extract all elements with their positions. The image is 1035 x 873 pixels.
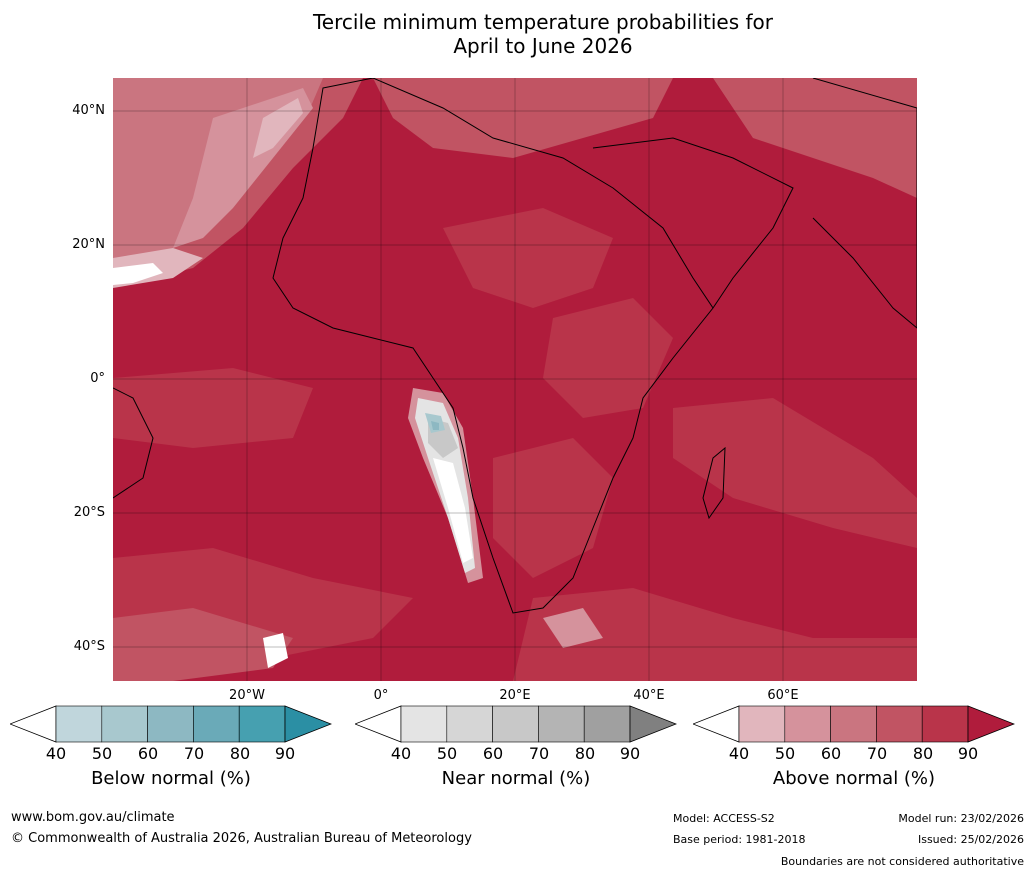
footer-website: www.bom.gov.au/climate <box>11 810 175 825</box>
colorbar-below-swatches <box>10 705 332 743</box>
colorbar-swatch <box>147 705 194 743</box>
colorbar-near-normal <box>355 705 677 743</box>
lat-label-0: 0° <box>90 371 105 386</box>
probability-map <box>112 77 918 681</box>
graticule <box>113 78 917 681</box>
tick-label: 50 <box>436 744 458 763</box>
colorbar-extend-high <box>629 705 677 743</box>
colorbar-swatch <box>921 705 969 743</box>
lon-label-20w: 20°W <box>229 688 265 703</box>
colorbar-above-label: Above normal (%) <box>772 768 936 789</box>
footer-model: Model: ACCESS-S2 <box>673 812 775 825</box>
chart-title: Tercile minimum temperature probabilitie… <box>0 10 1035 58</box>
map-panel[interactable] <box>112 77 918 681</box>
colorbar-extend-high <box>284 705 332 743</box>
tick-label: 60 <box>820 744 842 763</box>
tick-label: 80 <box>229 744 251 763</box>
tick-label: 70 <box>528 744 550 763</box>
colorbar-near-label: Near normal (%) <box>441 768 591 789</box>
colorbar-swatch <box>538 705 585 743</box>
colorbar-swatch <box>238 705 286 743</box>
lon-label-0: 0° <box>373 688 389 703</box>
lat-label-20n: 20°N <box>72 237 105 252</box>
tick-label: 40 <box>728 744 750 763</box>
colorbar-swatch <box>446 705 493 743</box>
tick-label: 60 <box>137 744 159 763</box>
colorbar-swatch <box>55 705 103 743</box>
tick-label: 90 <box>619 744 641 763</box>
colorbar-extend-low <box>10 705 57 743</box>
lat-label-20s: 20°S <box>73 505 105 520</box>
tick-label: 90 <box>274 744 296 763</box>
title-line-2: April to June 2026 <box>453 34 633 58</box>
colorbar-below-normal <box>10 705 332 743</box>
footer-issued: Issued: 25/02/2026 <box>917 833 1024 846</box>
tick-label: 60 <box>482 744 504 763</box>
colorbar-above-swatches <box>693 705 1015 743</box>
tick-label: 50 <box>774 744 796 763</box>
lat-label-40n: 40°N <box>72 103 105 118</box>
colorbar-swatch <box>784 705 831 743</box>
lon-label-20e: 20°E <box>499 688 531 703</box>
colorbar-swatch <box>830 705 877 743</box>
lon-label-40e: 40°E <box>633 688 665 703</box>
tick-label: 70 <box>183 744 205 763</box>
tick-label: 80 <box>912 744 934 763</box>
footer-disclaimer: Boundaries are not considered authoritat… <box>780 855 1024 868</box>
colorbar-swatch <box>876 705 923 743</box>
colorbar-above-normal <box>693 705 1015 743</box>
tick-label: 90 <box>957 744 979 763</box>
colorbar-below-label: Below normal (%) <box>91 768 251 789</box>
colorbar-near-swatches <box>355 705 677 743</box>
tick-label: 70 <box>866 744 888 763</box>
footer-model-run: Model run: 23/02/2026 <box>898 812 1024 825</box>
tick-label: 50 <box>91 744 113 763</box>
footer-copyright: © Commonwealth of Australia 2026, Austra… <box>11 831 472 846</box>
tick-label: 80 <box>574 744 596 763</box>
tick-label: 40 <box>45 744 67 763</box>
lat-label-40s: 40°S <box>73 639 105 654</box>
colorbar-swatch <box>101 705 148 743</box>
coastlines <box>112 77 918 614</box>
colorbar-extend-low <box>693 705 740 743</box>
colorbar-swatch <box>193 705 240 743</box>
title-line-1: Tercile minimum temperature probabilitie… <box>312 10 774 34</box>
lon-label-60e: 60°E <box>767 688 799 703</box>
coastal-anomaly-patch <box>408 388 483 583</box>
colorbar-swatch <box>492 705 539 743</box>
colorbar-extend-high <box>967 705 1015 743</box>
colorbar-swatch <box>400 705 448 743</box>
colorbar-swatch <box>583 705 631 743</box>
above-normal-contours <box>113 78 917 681</box>
colorbar-extend-low <box>355 705 402 743</box>
colorbar-swatch <box>738 705 786 743</box>
tick-label: 40 <box>390 744 412 763</box>
footer-base-period: Base period: 1981-2018 <box>673 833 806 846</box>
